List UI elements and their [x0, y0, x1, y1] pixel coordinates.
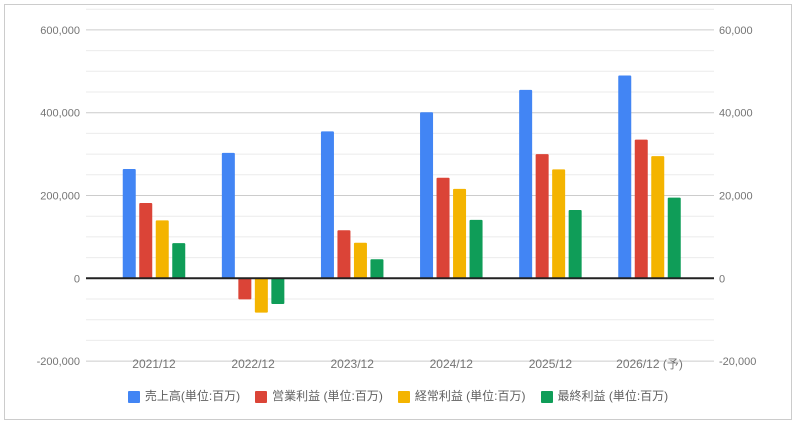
bar-s1-c5 — [634, 139, 648, 279]
left-axis-tick-label: 400,000 — [40, 108, 80, 120]
bar-s0-c5 — [618, 75, 632, 279]
right-axis-tick-label: 20,000 — [719, 191, 753, 203]
bar-s1-c3 — [436, 177, 450, 279]
bar-s0-c0 — [122, 169, 136, 279]
legend-label-sales: 売上高(単位:百万) — [144, 389, 241, 403]
bar-s2-c0 — [155, 220, 169, 279]
bar-s3-c2 — [370, 259, 384, 279]
bar-chart: -200,000 0 200,000 400,000 600,000 -20,000 0 20… — [37, 8, 756, 371]
category-label: 2026/12 (予) — [616, 357, 683, 371]
left-axis-tick-label: 600,000 — [40, 25, 80, 37]
legend-item-operating-profit: 営業利益 (単位:百万) — [255, 390, 383, 403]
legend-swatch-ordinary-profit — [397, 390, 410, 403]
bar-s3-c1 — [271, 278, 285, 304]
bar-s1-c0 — [139, 202, 153, 279]
category-label: 2022/12 — [231, 357, 275, 371]
bar-s2-c2 — [353, 242, 367, 279]
category-label: 2024/12 — [430, 357, 474, 371]
bar-s3-c5 — [667, 197, 681, 279]
left-axis-tick-label: 0 — [74, 273, 80, 285]
bar-s3-c0 — [172, 243, 186, 279]
category-label: 2023/12 — [331, 357, 375, 371]
bar-s0-c1 — [221, 152, 235, 279]
category-label: 2025/12 — [529, 357, 573, 371]
legend-item-sales: 売上高(単位:百万) — [127, 389, 241, 403]
category-label: 2021/12 — [132, 357, 176, 371]
right-axis-tick-label: 0 — [719, 273, 725, 285]
right-axis-tick-label: -20,000 — [719, 356, 756, 368]
bar-s0-c4 — [519, 89, 533, 279]
legend-swatch-net-profit — [540, 390, 553, 403]
bar-s2-c1 — [254, 278, 268, 313]
bar-s3-c4 — [568, 209, 582, 279]
bar-s0-c2 — [320, 131, 334, 279]
right-axis-tick-label: 60,000 — [719, 25, 753, 37]
legend-label-operating-profit: 営業利益 (単位:百万) — [272, 389, 383, 403]
legend-label-net-profit: 最終利益 (単位:百万) — [557, 389, 669, 403]
legend-item-ordinary-profit: 経常利益 (単位:百万) — [397, 389, 526, 403]
left-axis-tick-label: -200,000 — [37, 356, 80, 368]
financial-bar-chart-panel: -200,000 0 200,000 400,000 600,000 -20,000 0 20… — [4, 4, 792, 420]
chart-legend: 売上高(単位:百万) 営業利益 (単位:百万) 経常利益 (単位:百万) 最終利… — [5, 390, 791, 403]
bar-s1-c4 — [535, 154, 549, 279]
bar-s3-c3 — [469, 219, 483, 279]
bar-s2-c5 — [651, 156, 665, 279]
left-axis-tick-label: 200,000 — [40, 191, 80, 203]
bar-s2-c4 — [552, 169, 566, 279]
legend-item-net-profit: 最終利益 (単位:百万) — [540, 389, 669, 403]
legend-label-ordinary-profit: 経常利益 (単位:百万) — [414, 389, 526, 403]
legend-swatch-operating-profit — [255, 390, 268, 403]
legend-swatch-sales — [127, 390, 140, 403]
bar-s2-c3 — [453, 188, 467, 279]
bar-s1-c2 — [337, 230, 351, 279]
bar-s1-c1 — [238, 278, 252, 300]
right-axis-tick-label: 40,000 — [719, 108, 753, 120]
bar-s0-c3 — [420, 112, 434, 279]
